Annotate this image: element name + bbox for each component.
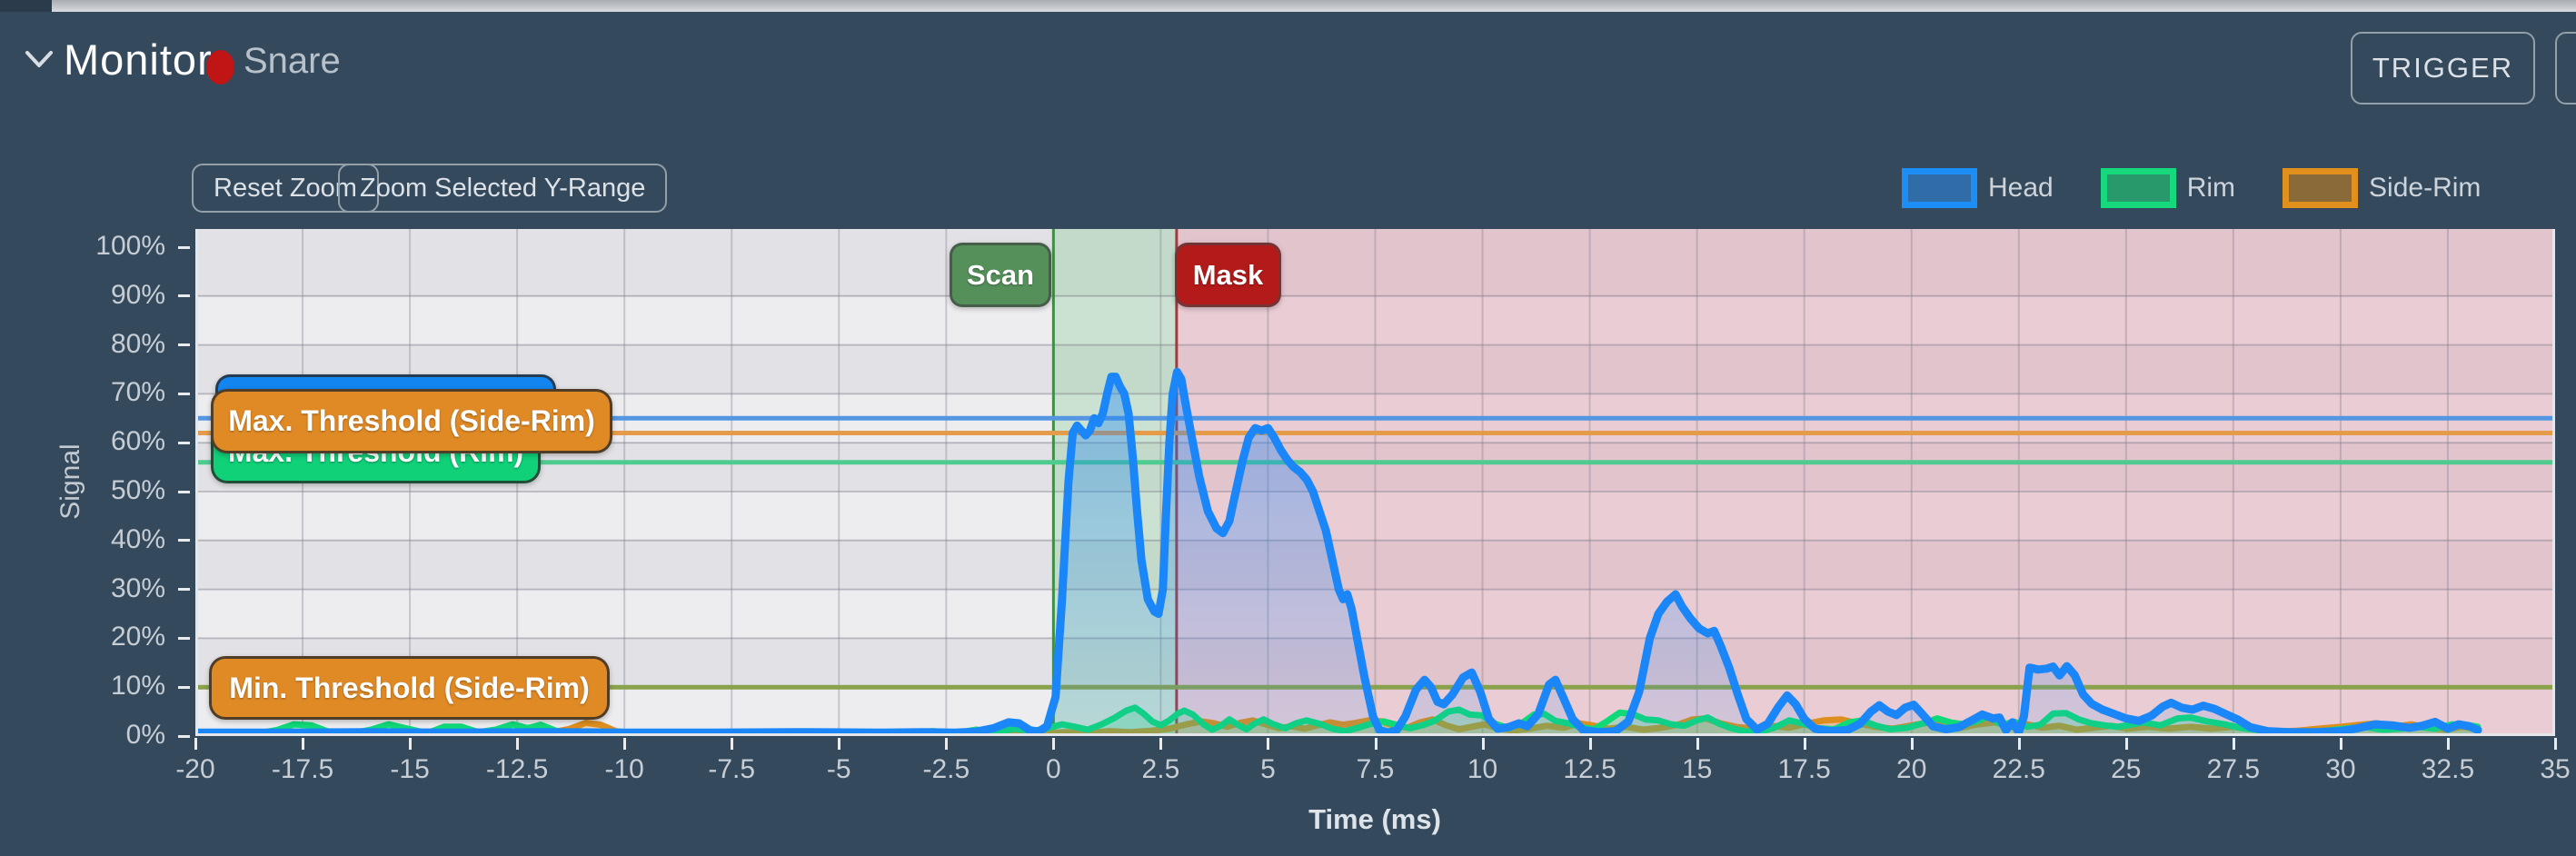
y-axis-tick <box>178 245 190 249</box>
x-tick-label: -12.5 <box>485 754 549 784</box>
x-tick-label: 12.5 <box>1563 754 1616 784</box>
legend-label-rim[interactable]: Rim <box>2186 173 2236 203</box>
x-axis-tick <box>2232 738 2235 750</box>
legend-label-side-rim[interactable]: Side-Rim <box>2369 173 2482 203</box>
x-tick-label: -15 <box>390 754 430 784</box>
y-tick-label: 80% <box>110 328 165 359</box>
x-axis-tick <box>2017 738 2021 750</box>
legend-swatch-head[interactable] <box>1902 168 1977 208</box>
x-axis-tick <box>1267 738 1270 750</box>
legend-swatch-side-rim[interactable] <box>2283 168 2359 208</box>
x-axis-tick <box>2446 738 2450 750</box>
x-axis-tick <box>2554 738 2557 750</box>
y-axis-tick <box>178 685 190 689</box>
chevron-down-icon[interactable] <box>24 47 55 71</box>
page-title: Monitor <box>64 35 213 84</box>
x-axis-tick <box>194 738 197 750</box>
mask-region-badge[interactable]: Mask <box>1175 243 1281 307</box>
x-tick-label: 5 <box>1260 754 1276 784</box>
y-axis-tick <box>178 392 190 395</box>
x-axis-tick <box>516 738 520 750</box>
y-tick-label: 100% <box>95 231 165 261</box>
x-tick-label: 27.5 <box>2206 754 2261 784</box>
y-axis-tick <box>178 490 190 493</box>
y-axis-tick <box>178 441 190 444</box>
x-axis-tick <box>1481 738 1485 750</box>
x-tick-label: 15 <box>1681 754 1713 784</box>
max-threshold-side-rim-badge[interactable]: Max. Threshold (Side-Rim) <box>211 389 612 453</box>
legend-label-head[interactable]: Head <box>1988 173 2054 203</box>
x-axis-tick <box>1159 738 1163 750</box>
y-tick-label: 30% <box>110 572 165 603</box>
x-tick-label: 20 <box>1896 754 1927 784</box>
x-axis-tick <box>1052 738 1056 750</box>
x-axis-tick <box>1910 738 1914 750</box>
x-axis-title: Time (ms) <box>1308 803 1441 835</box>
x-axis-tick <box>623 738 627 750</box>
x-axis-tick <box>731 738 734 750</box>
y-axis-tick <box>178 636 190 640</box>
y-axis-tick <box>178 343 190 347</box>
legend-swatch-rim[interactable] <box>2100 168 2176 208</box>
record-status-icon <box>206 50 234 85</box>
x-axis-tick <box>1803 738 1806 750</box>
min-threshold-side-rim-badge[interactable]: Min. Threshold (Side-Rim) <box>209 656 610 720</box>
x-tick-label: 32.5 <box>2421 754 2475 784</box>
x-tick-label: 30 <box>2325 754 2356 784</box>
x-axis-tick <box>1588 738 1592 750</box>
x-tick-label: -7.5 <box>708 754 756 784</box>
x-tick-label: -2.5 <box>922 754 970 784</box>
y-tick-label: 20% <box>110 622 165 652</box>
x-tick-label: 7.5 <box>1356 754 1395 784</box>
top-strip-corner <box>0 0 52 12</box>
x-axis-tick <box>302 738 305 750</box>
scan-region-badge[interactable]: Scan <box>950 243 1051 307</box>
x-axis-tick <box>838 738 841 750</box>
x-axis-tick <box>2124 738 2128 750</box>
top-scrollbar-strip[interactable] <box>0 0 2576 12</box>
x-tick-label: 25 <box>2111 754 2142 784</box>
x-tick-label: -20 <box>175 754 215 784</box>
x-tick-label: 22.5 <box>1992 754 2045 784</box>
y-tick-label: 60% <box>110 426 165 457</box>
x-tick-label: 10 <box>1467 754 1498 784</box>
x-tick-label: -17.5 <box>271 754 334 784</box>
x-axis-tick <box>2339 738 2342 750</box>
trigger-button[interactable]: TRIGGER <box>2351 32 2535 105</box>
y-tick-label: 40% <box>110 523 165 554</box>
x-axis-tick <box>945 738 949 750</box>
y-tick-label: 10% <box>110 671 165 702</box>
x-tick-label: 2.5 <box>1141 754 1180 784</box>
x-tick-label: 17.5 <box>1777 754 1831 784</box>
x-tick-label: 35 <box>2540 754 2571 784</box>
y-tick-label: 90% <box>110 279 165 310</box>
y-axis-tick <box>178 294 190 298</box>
reset-zoom-button[interactable]: Reset Zoom <box>192 164 379 213</box>
zoom-selected-y-range-button[interactable]: Zoom Selected Y-Range <box>338 164 668 213</box>
y-axis-tick <box>178 588 190 592</box>
y-axis-tick <box>178 539 190 542</box>
x-tick-label: -10 <box>604 754 644 784</box>
y-tick-label: 50% <box>110 475 165 505</box>
x-axis-tick <box>1696 738 1699 750</box>
chart-legend: Head Rim Side-Rim <box>1902 167 2528 209</box>
x-tick-label: 0 <box>1046 754 1061 784</box>
y-axis-tick <box>178 734 190 738</box>
x-axis-tick <box>1374 738 1378 750</box>
partial-button-cut-off[interactable] <box>2555 32 2576 105</box>
x-axis-tick <box>409 738 413 750</box>
instrument-label: Snare <box>244 41 341 81</box>
y-tick-label: 70% <box>110 377 165 408</box>
y-tick-label: 0% <box>125 720 165 750</box>
x-tick-label: -5 <box>826 754 851 784</box>
